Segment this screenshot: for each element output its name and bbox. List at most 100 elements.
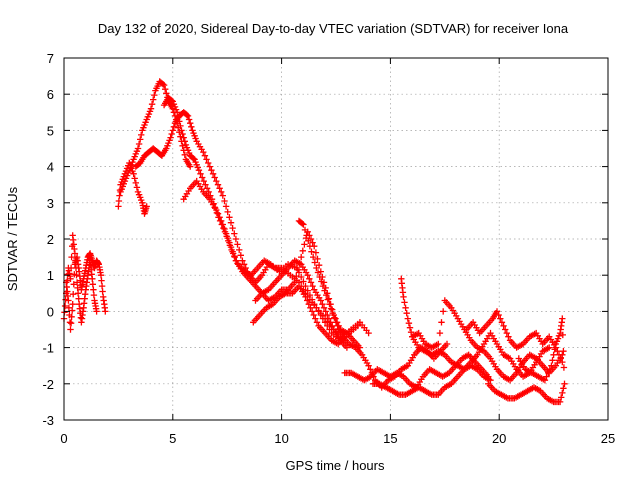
data-point (302, 293, 309, 301)
data-point (365, 362, 372, 369)
data-point (74, 284, 81, 292)
data-point (317, 268, 324, 275)
series-arc-c (115, 159, 150, 217)
data-point (304, 287, 311, 294)
data-point (90, 291, 98, 299)
data-point (200, 148, 207, 156)
data-point (306, 275, 313, 282)
data-point (187, 163, 194, 170)
data-point (181, 138, 188, 145)
data-point (326, 301, 333, 308)
x-tick-label: 15 (383, 431, 397, 446)
data-point (169, 98, 176, 105)
data-point (337, 329, 345, 337)
data-point (311, 301, 318, 308)
data-point (159, 81, 167, 88)
data-point (299, 247, 306, 254)
x-axis-label: GPS time / hours (286, 458, 385, 473)
data-point (309, 239, 316, 246)
data-point (74, 290, 82, 297)
data-point (308, 308, 316, 315)
y-tick-label: 7 (47, 51, 54, 66)
data-point (312, 249, 320, 256)
data-point (185, 116, 193, 123)
data-point (222, 203, 230, 210)
data-point (234, 241, 241, 248)
data-point (179, 130, 186, 138)
data-point (89, 281, 96, 288)
data-point (316, 273, 323, 281)
data-point (322, 308, 329, 315)
data-point (227, 243, 235, 251)
data-point (180, 134, 187, 141)
data-marks (60, 78, 568, 406)
data-point (546, 366, 553, 373)
data-point (497, 315, 504, 322)
data-point (557, 355, 564, 362)
data-point (498, 319, 506, 326)
data-point (545, 369, 552, 377)
data-point (61, 302, 69, 310)
data-point (436, 329, 444, 337)
data-point (293, 272, 300, 280)
y-axis-ticks: -3 -2 -1 0 1 2 3 4 5 6 7 (42, 51, 608, 428)
data-point (556, 398, 564, 406)
data-point (548, 362, 555, 369)
data-point (199, 174, 206, 181)
data-point (137, 136, 144, 143)
data-point (314, 255, 321, 263)
data-point (240, 261, 248, 268)
data-point (151, 91, 158, 99)
data-point (203, 185, 211, 192)
y-axis-label: SDTVAR / TECUs (5, 186, 20, 291)
data-point (435, 340, 442, 348)
data-point (303, 232, 310, 239)
data-point (116, 192, 123, 199)
data-point (237, 252, 244, 259)
data-point (304, 272, 311, 279)
data-point (65, 297, 72, 304)
data-point (304, 297, 311, 304)
data-point (315, 308, 322, 315)
data-point (306, 243, 314, 250)
data-point (407, 329, 415, 336)
series-arc-e (132, 109, 372, 340)
data-point (319, 315, 327, 322)
data-point (174, 109, 181, 116)
data-point (318, 278, 325, 285)
data-point (176, 118, 183, 125)
data-point (187, 120, 194, 127)
x-tick-label: 20 (492, 431, 506, 446)
y-tick-label: 3 (47, 196, 54, 211)
data-point (181, 151, 188, 158)
data-point (406, 324, 414, 331)
series-arc-o (463, 308, 566, 366)
data-point (327, 319, 334, 326)
y-tick-label: 4 (47, 160, 54, 175)
data-point (325, 315, 333, 322)
data-point (310, 311, 317, 319)
data-point (132, 179, 139, 187)
data-point (302, 282, 309, 290)
data-point (308, 296, 316, 303)
chart-title: Day 132 of 2020, Sidereal Day-to-day VTE… (98, 21, 569, 36)
data-point (332, 319, 340, 326)
data-point (197, 170, 204, 177)
data-point (402, 304, 409, 311)
data-point (218, 217, 225, 225)
data-point (312, 315, 319, 322)
data-point (503, 329, 510, 337)
data-point (555, 332, 563, 339)
data-point (495, 311, 502, 319)
y-tick-label: 2 (47, 232, 54, 247)
y-tick-label: -3 (42, 413, 54, 428)
data-point (560, 364, 568, 371)
data-point (493, 308, 501, 315)
x-tick-label: 10 (274, 431, 288, 446)
data-point (558, 394, 565, 401)
series-arc-g (180, 177, 364, 351)
data-point (443, 340, 451, 348)
y-tick-label: 0 (47, 304, 54, 319)
data-point (183, 111, 191, 119)
